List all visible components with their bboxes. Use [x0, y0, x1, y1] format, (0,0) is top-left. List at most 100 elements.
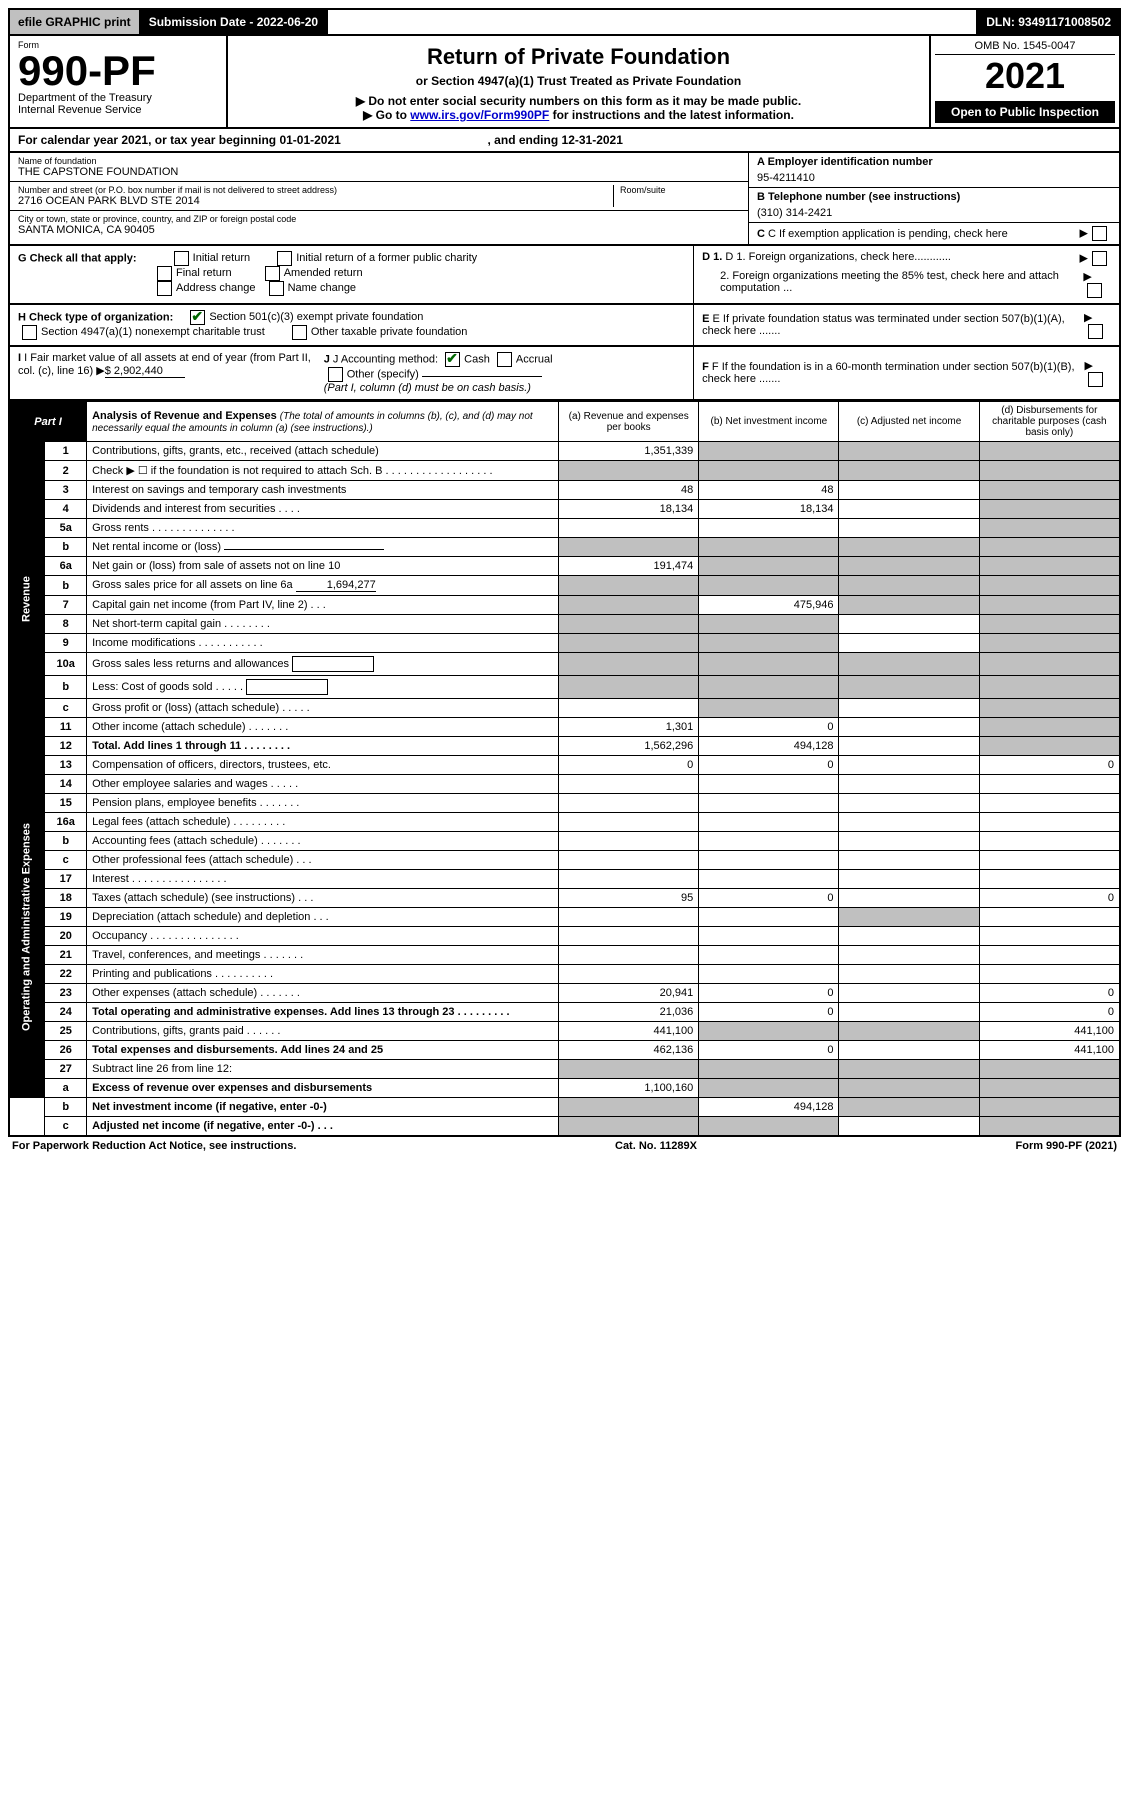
top-spacer [328, 10, 976, 34]
r4-desc: Dividends and interest from securities .… [87, 500, 559, 519]
r11-num: 11 [45, 718, 87, 737]
r13-desc: Compensation of officers, directors, tru… [87, 756, 559, 775]
h-opt1: Section 501(c)(3) exempt private foundat… [209, 311, 423, 323]
r24-desc: Total operating and administrative expen… [87, 1003, 559, 1022]
dln-label: DLN: 93491171008502 [978, 10, 1119, 34]
ein-cell: A Employer identification number 95-4211… [749, 153, 1119, 188]
r2-num: 2 [45, 461, 87, 481]
part1-label: Part I [9, 402, 87, 442]
j-cash-checkbox[interactable] [445, 352, 460, 367]
r3-b: 48 [699, 481, 839, 500]
r13-a: 0 [559, 756, 699, 775]
j-cash: Cash [464, 353, 490, 365]
header-center: Return of Private Foundation or Section … [228, 36, 929, 127]
r19-desc: Depreciation (attach schedule) and deple… [87, 908, 559, 927]
r23-d: 0 [979, 984, 1120, 1003]
d1-checkbox[interactable] [1092, 251, 1107, 266]
r6a-num: 6a [45, 557, 87, 576]
r23-a: 20,941 [559, 984, 699, 1003]
e-checkbox[interactable] [1088, 324, 1103, 339]
address-label: Number and street (or P.O. box number if… [18, 185, 613, 195]
r24-b: 0 [699, 1003, 839, 1022]
j-other: Other (specify) [347, 368, 419, 380]
r16a-num: 16a [45, 813, 87, 832]
col-c-header: (c) Adjusted net income [839, 402, 979, 442]
r14-num: 14 [45, 775, 87, 794]
g-final-checkbox[interactable] [157, 266, 172, 281]
r5b-num: b [45, 538, 87, 557]
j-accrual-checkbox[interactable] [497, 352, 512, 367]
r27-desc: Subtract line 26 from line 12: [87, 1060, 559, 1079]
h-other-checkbox[interactable] [292, 325, 307, 340]
r1-a: 1,351,339 [559, 442, 699, 461]
r22-desc: Printing and publications . . . . . . . … [87, 965, 559, 984]
r27b-desc: Net investment income (if negative, ente… [87, 1098, 559, 1117]
form-note1: ▶ Do not enter social security numbers o… [238, 94, 919, 108]
phone-cell: B Telephone number (see instructions) (3… [749, 188, 1119, 223]
c-label: C If exemption application is pending, c… [768, 228, 1008, 240]
r12-num: 12 [45, 737, 87, 756]
r25-a: 441,100 [559, 1022, 699, 1041]
r25-num: 25 [45, 1022, 87, 1041]
footer-right: Form 990-PF (2021) [1016, 1140, 1117, 1152]
part1-title: Analysis of Revenue and Expenses [92, 410, 277, 422]
g-address-checkbox[interactable] [157, 281, 172, 296]
col-b-header: (b) Net investment income [699, 402, 839, 442]
phone-label: B Telephone number (see instructions) [757, 191, 1111, 203]
form-header: Form 990-PF Department of the Treasury I… [8, 36, 1121, 129]
r10c-num: c [45, 699, 87, 718]
submission-date: Submission Date - 2022-06-20 [141, 10, 326, 34]
r25-desc: Contributions, gifts, grants paid . . . … [87, 1022, 559, 1041]
r16c-num: c [45, 851, 87, 870]
c-checkbox[interactable] [1092, 226, 1107, 241]
col-d-header: (d) Disbursements for charitable purpose… [979, 402, 1120, 442]
j-label: J Accounting method: [333, 353, 438, 365]
footer-center: Cat. No. 11289X [615, 1140, 697, 1152]
r18-desc: Taxes (attach schedule) (see instruction… [87, 889, 559, 908]
j-other-checkbox[interactable] [328, 367, 343, 382]
r24-num: 24 [45, 1003, 87, 1022]
g-amended: Amended return [284, 267, 363, 279]
r12-b: 494,128 [699, 737, 839, 756]
r3-num: 3 [45, 481, 87, 500]
side-expenses: Operating and Administrative Expenses [9, 756, 45, 1098]
r23-b: 0 [699, 984, 839, 1003]
calendar-end: , and ending 12-31-2021 [488, 133, 623, 147]
h-4947-checkbox[interactable] [22, 325, 37, 340]
g-initial-checkbox[interactable] [174, 251, 189, 266]
g-name-checkbox[interactable] [269, 281, 284, 296]
address-cell: Number and street (or P.O. box number if… [10, 182, 748, 211]
r3-a: 48 [559, 481, 699, 500]
r11-b: 0 [699, 718, 839, 737]
g-address: Address change [176, 282, 256, 294]
r6b-num: b [45, 576, 87, 596]
r15-num: 15 [45, 794, 87, 813]
r15-desc: Pension plans, employee benefits . . . .… [87, 794, 559, 813]
f-checkbox[interactable] [1088, 372, 1103, 387]
r11-a: 1,301 [559, 718, 699, 737]
r4-a: 18,134 [559, 500, 699, 519]
r23-desc: Other expenses (attach schedule) . . . .… [87, 984, 559, 1003]
g-amended-checkbox[interactable] [265, 266, 280, 281]
g-initial: Initial return [193, 252, 250, 264]
r20-desc: Occupancy . . . . . . . . . . . . . . . [87, 927, 559, 946]
i-j-section: I I Fair market value of all assets at e… [10, 347, 693, 399]
form990pf-link[interactable]: www.irs.gov/Form990PF [410, 108, 549, 122]
h-501c3-checkbox[interactable] [190, 310, 205, 325]
r7-b: 475,946 [699, 596, 839, 615]
city-value: SANTA MONICA, CA 90405 [18, 224, 740, 236]
d2-checkbox[interactable] [1087, 283, 1102, 298]
g-former-checkbox[interactable] [277, 251, 292, 266]
r8-desc: Net short-term capital gain . . . . . . … [87, 615, 559, 634]
r17-num: 17 [45, 870, 87, 889]
r23-num: 23 [45, 984, 87, 1003]
r26-d: 441,100 [979, 1041, 1120, 1060]
r5a-desc: Gross rents . . . . . . . . . . . . . . [87, 519, 559, 538]
r18-b: 0 [699, 889, 839, 908]
irs-label: Internal Revenue Service [18, 104, 218, 116]
r26-b: 0 [699, 1041, 839, 1060]
col-a-header: (a) Revenue and expenses per books [559, 402, 699, 442]
r5a-num: 5a [45, 519, 87, 538]
e-section: E E If private foundation status was ter… [693, 305, 1119, 345]
r1-desc: Contributions, gifts, grants, etc., rece… [87, 442, 559, 461]
